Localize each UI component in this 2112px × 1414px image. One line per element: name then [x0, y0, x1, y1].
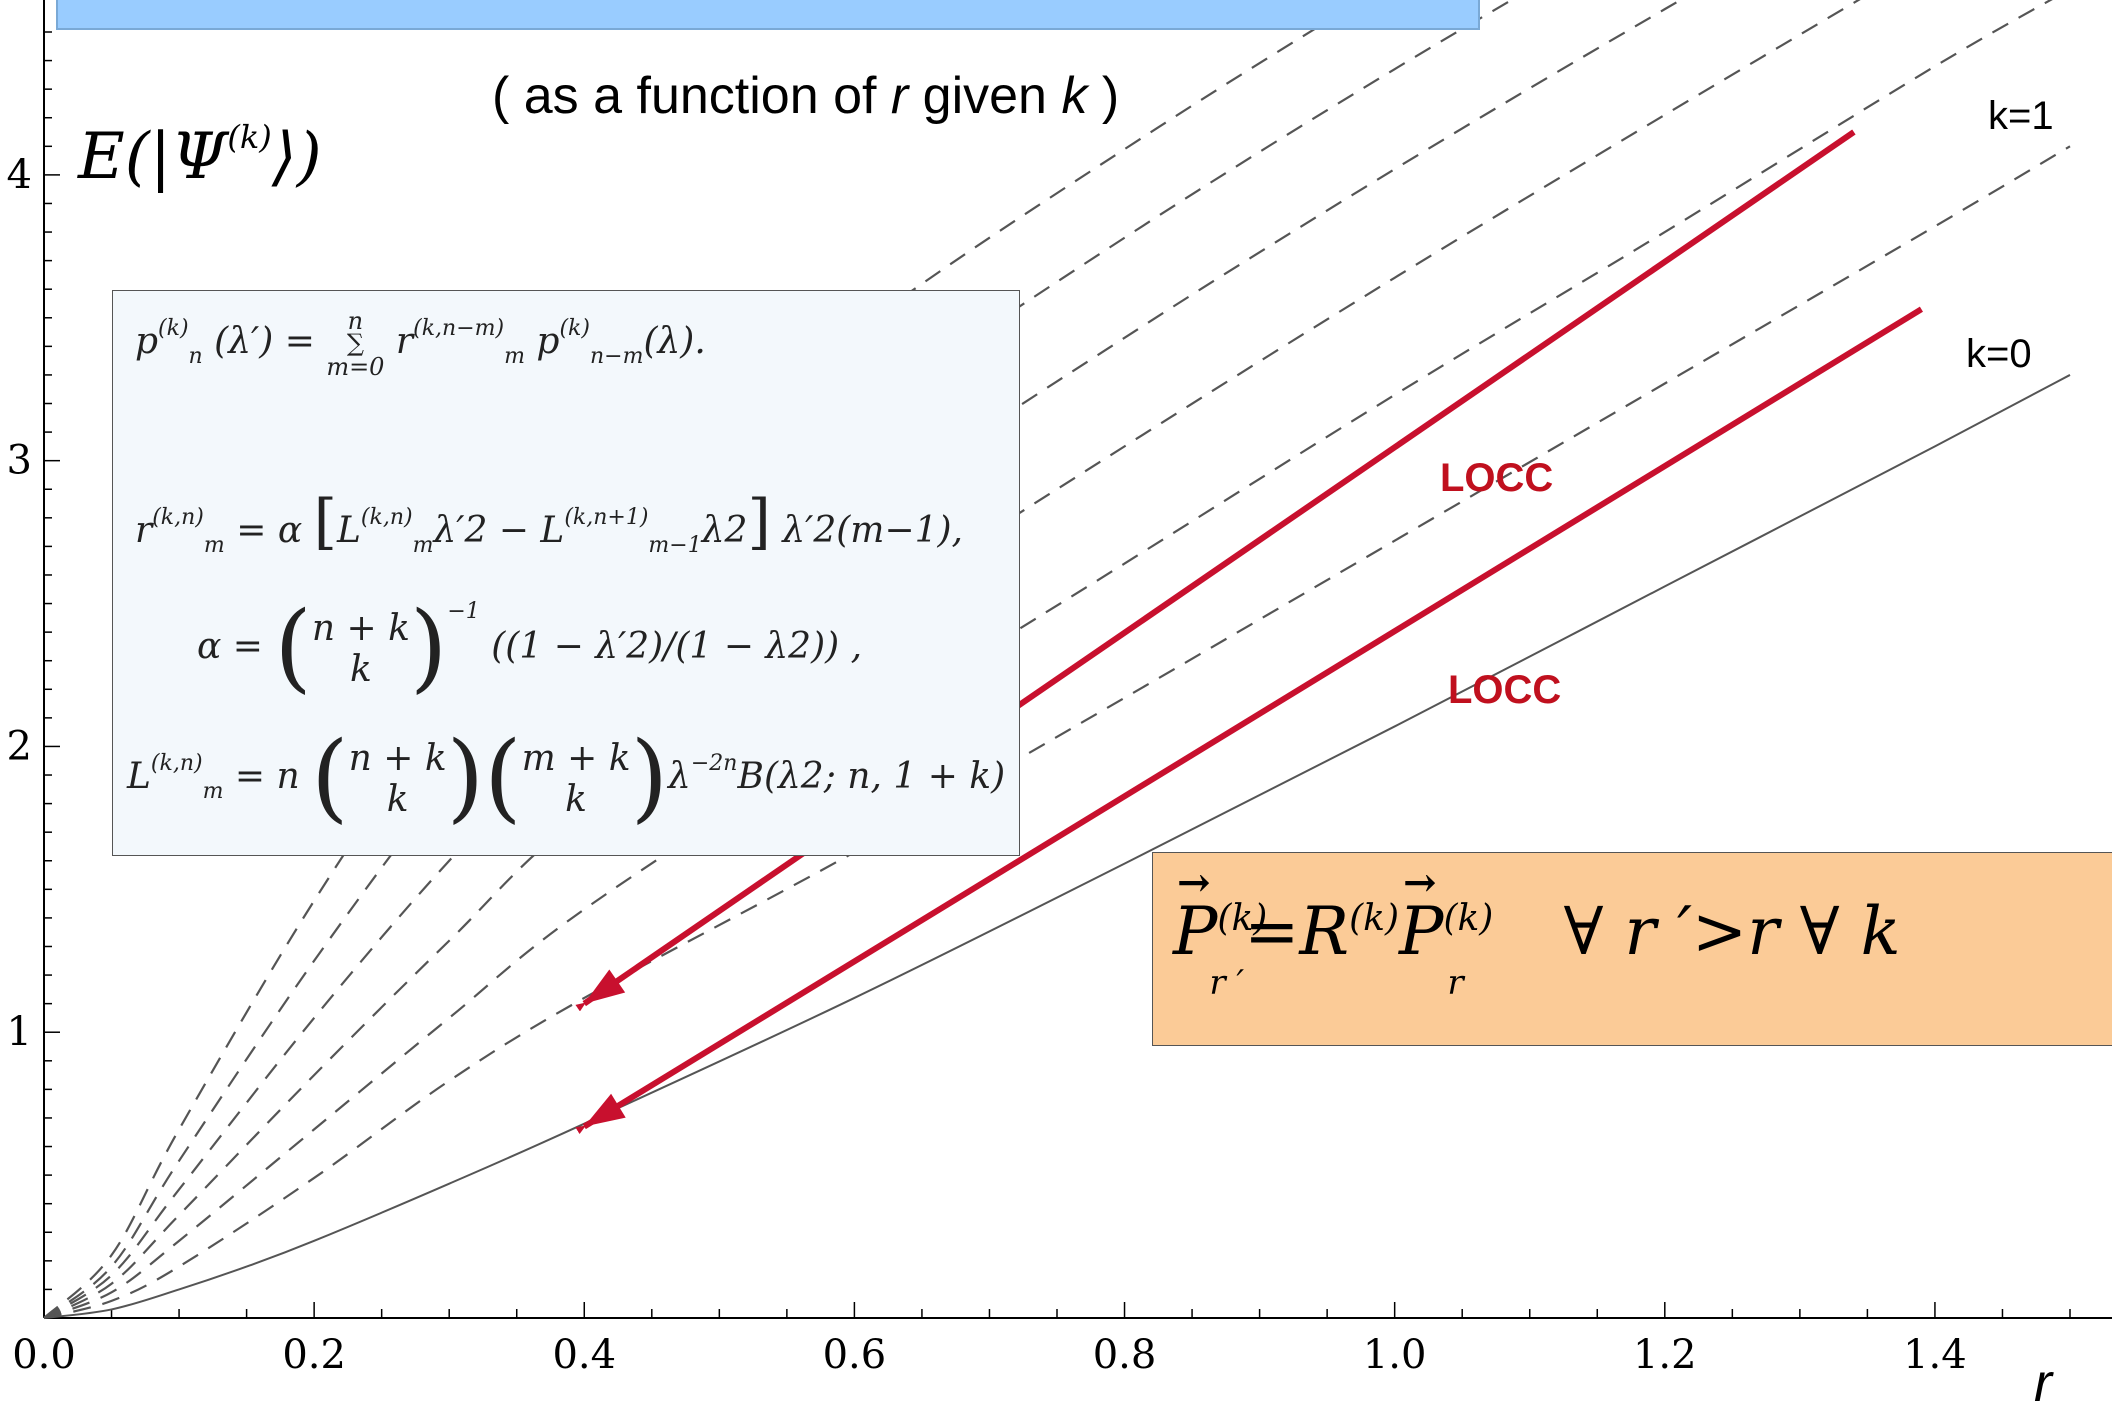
series-line-0: [43, 374, 2071, 1319]
formula-box: p(k)n (λ′) = n ∑ m=0 r(k,n−m)m p(k)n−m(λ).…: [112, 290, 1020, 856]
locc-arrowhead-1: [584, 1093, 626, 1127]
x-tick-label: 0.2: [282, 1332, 346, 1378]
y-tick-label: 4: [7, 152, 32, 198]
recursion-equation: P(k)r ′=R(k)P(k)r∀ r ′>r ∀ k: [1173, 859, 1901, 1003]
curve-label-k1: k=1: [1988, 94, 2054, 138]
locc-arrowhead-0: [584, 969, 626, 1004]
x-tick-label: 1.4: [1903, 1332, 1967, 1378]
x-axis-label: r: [2034, 1353, 2052, 1413]
recursion-equation-box: P(k)r ′=R(k)P(k)r∀ r ′>r ∀ k: [1152, 852, 2112, 1046]
locc-label-upper: LOCC: [1440, 456, 1554, 500]
axes: 0.0 0.2 0.4 0.6 0.8 1.0 1.2 1.4 1 2 3 4: [7, 0, 2112, 1378]
formula-line-4: L(k,n)m = n (n + k k)(m + k k)λ−2nB(λ2; n,…: [127, 721, 1006, 833]
x-tick-label: 0.4: [552, 1332, 616, 1378]
locc-label-lower: LOCC: [1448, 668, 1562, 712]
title-banner: [56, 0, 1480, 30]
locc-arrow-0: [575, 129, 1856, 1012]
locc-arrow-1: [575, 306, 1923, 1135]
y-axis-label: E(|Ψ(k)⟩): [78, 118, 322, 194]
y-tick-label: 1: [7, 1009, 32, 1055]
x-tick-label: 1.2: [1633, 1332, 1697, 1378]
x-tick-label: 0.6: [823, 1332, 887, 1378]
y-tick-label: 2: [7, 723, 32, 769]
series-line-6: [43, 0, 1365, 1319]
chart-subtitle: ( as a function of r given k ): [492, 67, 1120, 125]
formula-line-2: r(k,n)m = α [L(k,n)mλ′2 − L(k,n+1)m−1λ2]…: [135, 487, 963, 558]
formula-line-3: α = (n + k k)−1 ((1 − λ′2)/(1 − λ2)) ,: [197, 591, 863, 703]
curve-label-k0: k=0: [1966, 332, 2032, 376]
y-tick-label: 3: [7, 438, 32, 484]
x-tick-label: 0.8: [1093, 1332, 1157, 1378]
x-tick-label: 0.0: [12, 1332, 76, 1378]
x-tick-label: 1.0: [1363, 1332, 1427, 1378]
formula-line-1: p(k)n (λ′) = n ∑ m=0 r(k,n−m)m p(k)n−m(λ).: [135, 307, 706, 381]
arrow-layer: [575, 129, 1923, 1135]
